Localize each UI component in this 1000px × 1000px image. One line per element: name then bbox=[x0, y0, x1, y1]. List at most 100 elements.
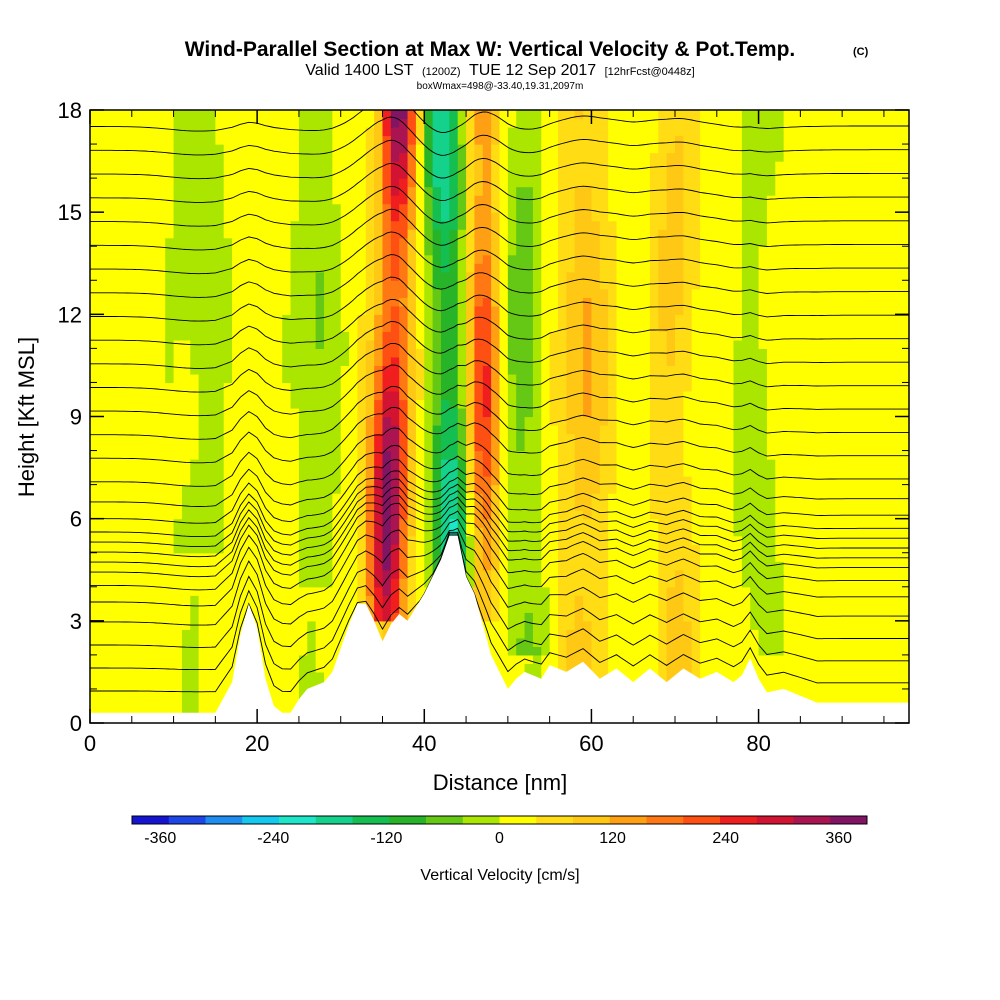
velocity-cell bbox=[399, 501, 409, 511]
velocity-cell bbox=[106, 442, 116, 452]
velocity-cell bbox=[399, 220, 409, 230]
velocity-cell bbox=[223, 663, 233, 673]
velocity-cell bbox=[390, 373, 400, 384]
velocity-cell bbox=[457, 178, 467, 188]
velocity-cell bbox=[616, 433, 626, 443]
velocity-cell bbox=[633, 246, 643, 256]
velocity-cell bbox=[131, 254, 141, 264]
velocity-cell bbox=[374, 578, 384, 588]
velocity-cell bbox=[106, 254, 116, 264]
velocity-cell bbox=[608, 510, 618, 520]
velocity-cell bbox=[282, 578, 292, 588]
velocity-cell bbox=[566, 382, 576, 392]
velocity-cell bbox=[583, 178, 593, 188]
velocity-cell bbox=[432, 518, 442, 528]
velocity-cell bbox=[549, 144, 559, 154]
velocity-cell bbox=[315, 646, 325, 656]
velocity-cell bbox=[298, 450, 308, 460]
velocity-cell bbox=[415, 399, 425, 409]
velocity-cell bbox=[649, 127, 659, 137]
velocity-cell bbox=[165, 169, 175, 179]
velocity-cell bbox=[190, 390, 200, 401]
velocity-cell bbox=[273, 229, 283, 239]
velocity-cell bbox=[181, 271, 191, 281]
velocity-cell bbox=[466, 144, 476, 154]
velocity-cell bbox=[365, 433, 375, 443]
velocity-cell bbox=[574, 459, 584, 469]
velocity-cell bbox=[198, 356, 208, 367]
velocity-cell bbox=[624, 552, 634, 562]
velocity-cell bbox=[156, 671, 166, 682]
velocity-cell bbox=[257, 135, 267, 145]
velocity-cell bbox=[240, 305, 250, 315]
velocity-cell bbox=[641, 442, 651, 452]
velocity-cell bbox=[282, 144, 292, 154]
velocity-cell bbox=[257, 144, 267, 154]
velocity-cell bbox=[583, 169, 593, 179]
velocity-cell bbox=[649, 561, 659, 571]
velocity-cell bbox=[181, 416, 191, 426]
velocity-cell bbox=[207, 322, 216, 332]
velocity-cell bbox=[624, 195, 634, 205]
velocity-cell bbox=[165, 663, 175, 673]
velocity-cell bbox=[574, 144, 584, 154]
velocity-cell bbox=[265, 127, 275, 137]
velocity-cell bbox=[248, 127, 258, 137]
velocity-cell bbox=[507, 280, 517, 290]
velocity-cell bbox=[574, 263, 584, 273]
velocity-cell bbox=[491, 203, 501, 213]
velocity-cell bbox=[608, 288, 618, 298]
velocity-cell bbox=[474, 118, 484, 128]
velocity-cell bbox=[415, 280, 425, 290]
velocity-cell bbox=[207, 705, 216, 716]
velocity-cell bbox=[599, 450, 609, 460]
velocity-cell bbox=[624, 314, 634, 324]
velocity-cell bbox=[340, 561, 350, 571]
velocity-cell bbox=[123, 484, 133, 494]
velocity-cell bbox=[190, 203, 200, 213]
velocity-cell bbox=[407, 254, 417, 264]
velocity-cell bbox=[156, 382, 166, 392]
velocity-cell bbox=[649, 280, 659, 290]
velocity-cell bbox=[633, 595, 643, 605]
velocity-cell bbox=[424, 331, 434, 341]
velocity-cell bbox=[399, 237, 409, 247]
velocity-cell bbox=[165, 186, 175, 196]
velocity-cell bbox=[332, 186, 342, 196]
velocity-cell bbox=[541, 263, 551, 273]
velocity-cell bbox=[599, 620, 609, 630]
velocity-cell bbox=[491, 484, 501, 494]
velocity-cell bbox=[357, 493, 367, 503]
velocity-cell bbox=[649, 501, 659, 511]
velocity-cell bbox=[207, 433, 216, 443]
velocity-cell bbox=[432, 271, 442, 281]
velocity-cell bbox=[432, 263, 442, 273]
velocity-cell bbox=[265, 382, 275, 392]
velocity-cell bbox=[624, 493, 634, 503]
velocity-cell bbox=[474, 263, 484, 273]
velocity-cell bbox=[399, 467, 409, 477]
velocity-cell bbox=[491, 271, 501, 281]
velocity-cell bbox=[215, 220, 225, 230]
velocity-cell bbox=[566, 637, 576, 647]
velocity-cell bbox=[298, 373, 308, 384]
velocity-cell bbox=[248, 373, 258, 384]
velocity-cell bbox=[524, 203, 534, 213]
velocity-cell bbox=[432, 144, 442, 154]
velocity-cell bbox=[140, 339, 150, 349]
velocity-cell bbox=[315, 263, 325, 273]
velocity-cell bbox=[207, 595, 216, 605]
velocity-cell bbox=[507, 118, 517, 128]
velocity-cell bbox=[207, 612, 216, 622]
velocity-cell bbox=[641, 654, 651, 664]
velocity-cell bbox=[424, 518, 434, 528]
velocity-cell bbox=[315, 561, 325, 571]
velocity-cell bbox=[524, 467, 534, 477]
velocity-cell bbox=[98, 569, 108, 579]
velocity-cell bbox=[190, 118, 200, 128]
velocity-cell bbox=[649, 459, 659, 469]
velocity-cell bbox=[583, 425, 593, 435]
velocity-cell bbox=[98, 161, 108, 171]
velocity-cell bbox=[148, 603, 158, 613]
velocity-cell bbox=[382, 578, 392, 588]
